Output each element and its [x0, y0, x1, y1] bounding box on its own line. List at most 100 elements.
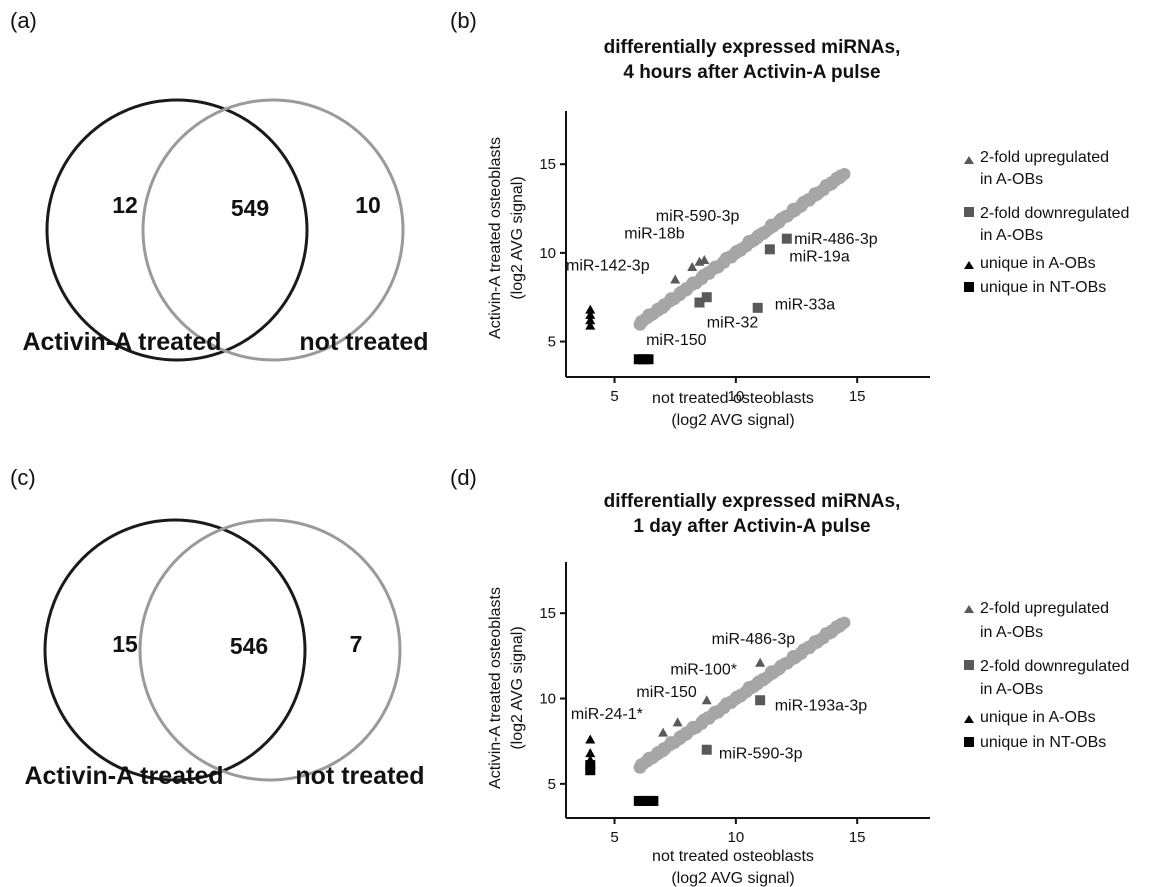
- chart-title-line1: differentially expressed miRNAs,: [604, 37, 901, 58]
- chart-title-line2: 4 hours after Activin-A pulse: [623, 62, 880, 83]
- venn-right-only-count: 10: [355, 192, 381, 218]
- triangle-point: [755, 657, 766, 667]
- triangle-point: [585, 734, 596, 744]
- triangle-point: [658, 727, 669, 737]
- legend-label-upregulated: 2-fold upregulated: [980, 600, 1109, 617]
- legend: 2-fold upregulated in A-OBs 2-fold downr…: [964, 149, 1129, 296]
- legend-label-downregulated: 2-fold downregulated: [980, 205, 1129, 222]
- legend-label-downregulated: 2-fold downregulated: [980, 658, 1129, 675]
- x-axis-label-line1: not treated osteoblasts: [652, 848, 814, 865]
- x-tick-label: 5: [610, 388, 618, 405]
- square-point: [701, 744, 712, 755]
- legend-label-unique-a: unique in A-OBs: [980, 709, 1096, 726]
- triangle-point: [585, 304, 596, 314]
- mirna-annotation: miR-19a: [789, 249, 850, 266]
- venn-right-label: not treated: [299, 328, 428, 356]
- legend-marker-unique-a: [964, 715, 974, 723]
- venn-overlap-count: 546: [230, 633, 268, 659]
- venn-right-label: not treated: [295, 762, 424, 790]
- legend-marker-downregulated: [964, 660, 974, 670]
- triangle-point: [585, 748, 596, 758]
- venn-overlap-count: 549: [231, 195, 269, 221]
- venn-diagram-c: 15 546 7 Activin-A treated not treated: [24, 518, 425, 790]
- venn-right-only-count: 7: [350, 631, 363, 657]
- legend-label-unique-a: unique in A-OBs: [980, 255, 1096, 272]
- mirna-annotation: miR-32: [707, 314, 759, 331]
- triangle-point: [699, 254, 710, 264]
- mirna-annotation: miR-150: [646, 332, 707, 349]
- venn-circle-not-treated: [141, 98, 405, 362]
- panel-letter-b: (b): [450, 8, 477, 33]
- panel-letter-c: (c): [10, 465, 36, 490]
- x-tick-label: 5: [610, 829, 618, 846]
- legend-marker-upregulated: [964, 605, 974, 613]
- square-point: [585, 765, 596, 776]
- x-axis-label-line2: (log2 AVG signal): [671, 870, 794, 887]
- x-tick-label: 10: [728, 829, 745, 846]
- legend-marker-unique-nt: [964, 282, 974, 292]
- y-tick-label: 15: [539, 156, 556, 173]
- venn-circle-activin: [45, 98, 309, 362]
- legend-label-upregulated-2: in A-OBs: [980, 171, 1043, 188]
- y-tick-label: 10: [539, 691, 556, 708]
- square-point: [752, 302, 763, 313]
- triangle-point: [687, 262, 698, 272]
- venn-circle-activin: [43, 518, 307, 782]
- mirna-annotation: miR-18b: [624, 226, 685, 243]
- chart-title-line1: differentially expressed miRNAs,: [604, 491, 901, 512]
- x-tick-label: 15: [849, 388, 866, 405]
- square-point: [643, 354, 654, 365]
- triangle-point: [585, 309, 596, 319]
- x-tick-label: 15: [849, 829, 866, 846]
- mirna-annotation: miR-486-3p: [794, 231, 878, 248]
- bulk-point: [838, 167, 851, 181]
- square-point: [648, 795, 659, 806]
- venn-left-label: Activin-A treated: [22, 328, 221, 356]
- venn-left-label: Activin-A treated: [24, 762, 223, 790]
- legend-label-upregulated-2: in A-OBs: [980, 624, 1043, 641]
- legend-marker-unique-nt: [964, 737, 974, 747]
- venn-circle-not-treated: [138, 518, 402, 782]
- mirna-annotation: miR-590-3p: [656, 208, 740, 225]
- legend-marker-unique-a: [964, 261, 974, 269]
- legend-label-downregulated-2: in A-OBs: [980, 681, 1043, 698]
- mirna-annotation: miR-100*: [670, 662, 737, 679]
- square-point: [585, 760, 596, 771]
- y-axis-label-line2: (log2 AVG signal): [509, 176, 526, 299]
- legend-label-downregulated-2: in A-OBs: [980, 227, 1043, 244]
- mirna-annotation: miR-142-3p: [566, 258, 650, 275]
- x-tick-label: 10: [728, 388, 745, 405]
- y-axis-label-line1: Activin-A treated osteoblasts: [487, 137, 504, 339]
- legend-marker-upregulated: [964, 156, 974, 164]
- y-axis-label-line2: (log2 AVG signal): [509, 626, 526, 749]
- y-tick-label: 15: [539, 605, 556, 622]
- x-axis-label-line1: not treated osteoblasts: [652, 390, 814, 407]
- venn-left-only-count: 12: [112, 192, 138, 218]
- panel-letter-a: (a): [10, 8, 37, 33]
- legend-label-unique-nt: unique in NT-OBs: [980, 279, 1106, 296]
- legend: 2-fold upregulated in A-OBs 2-fold downr…: [964, 600, 1129, 751]
- venn-diagram-a: 12 549 10 Activin-A treated not treated: [22, 98, 429, 362]
- triangle-point: [672, 717, 683, 727]
- bulk-point: [838, 616, 851, 629]
- triangle-point: [585, 320, 596, 330]
- venn-left-only-count: 15: [112, 631, 138, 657]
- square-point: [694, 297, 705, 308]
- mirna-annotation: miR-24-1*: [571, 706, 643, 723]
- triangle-point: [701, 695, 712, 705]
- mirna-annotation: miR-193a-3p: [775, 697, 868, 714]
- x-axis-label-line2: (log2 AVG signal): [671, 412, 794, 429]
- y-axis-label-line1: Activin-A treated osteoblasts: [487, 587, 504, 789]
- square-point: [755, 695, 766, 706]
- scatter-chart-b: differentially expressed miRNAs, 4 hours…: [487, 37, 1129, 429]
- mirna-annotation: miR-33a: [775, 297, 836, 314]
- mirna-annotation: miR-150: [636, 684, 697, 701]
- y-tick-label: 5: [548, 334, 556, 351]
- mirna-annotation: miR-590-3p: [719, 745, 803, 762]
- y-tick-label: 10: [539, 245, 556, 262]
- panel-letter-d: (d): [450, 465, 477, 490]
- square-point: [764, 244, 775, 255]
- mirna-annotation: miR-486-3p: [712, 631, 796, 648]
- triangle-point: [585, 315, 596, 325]
